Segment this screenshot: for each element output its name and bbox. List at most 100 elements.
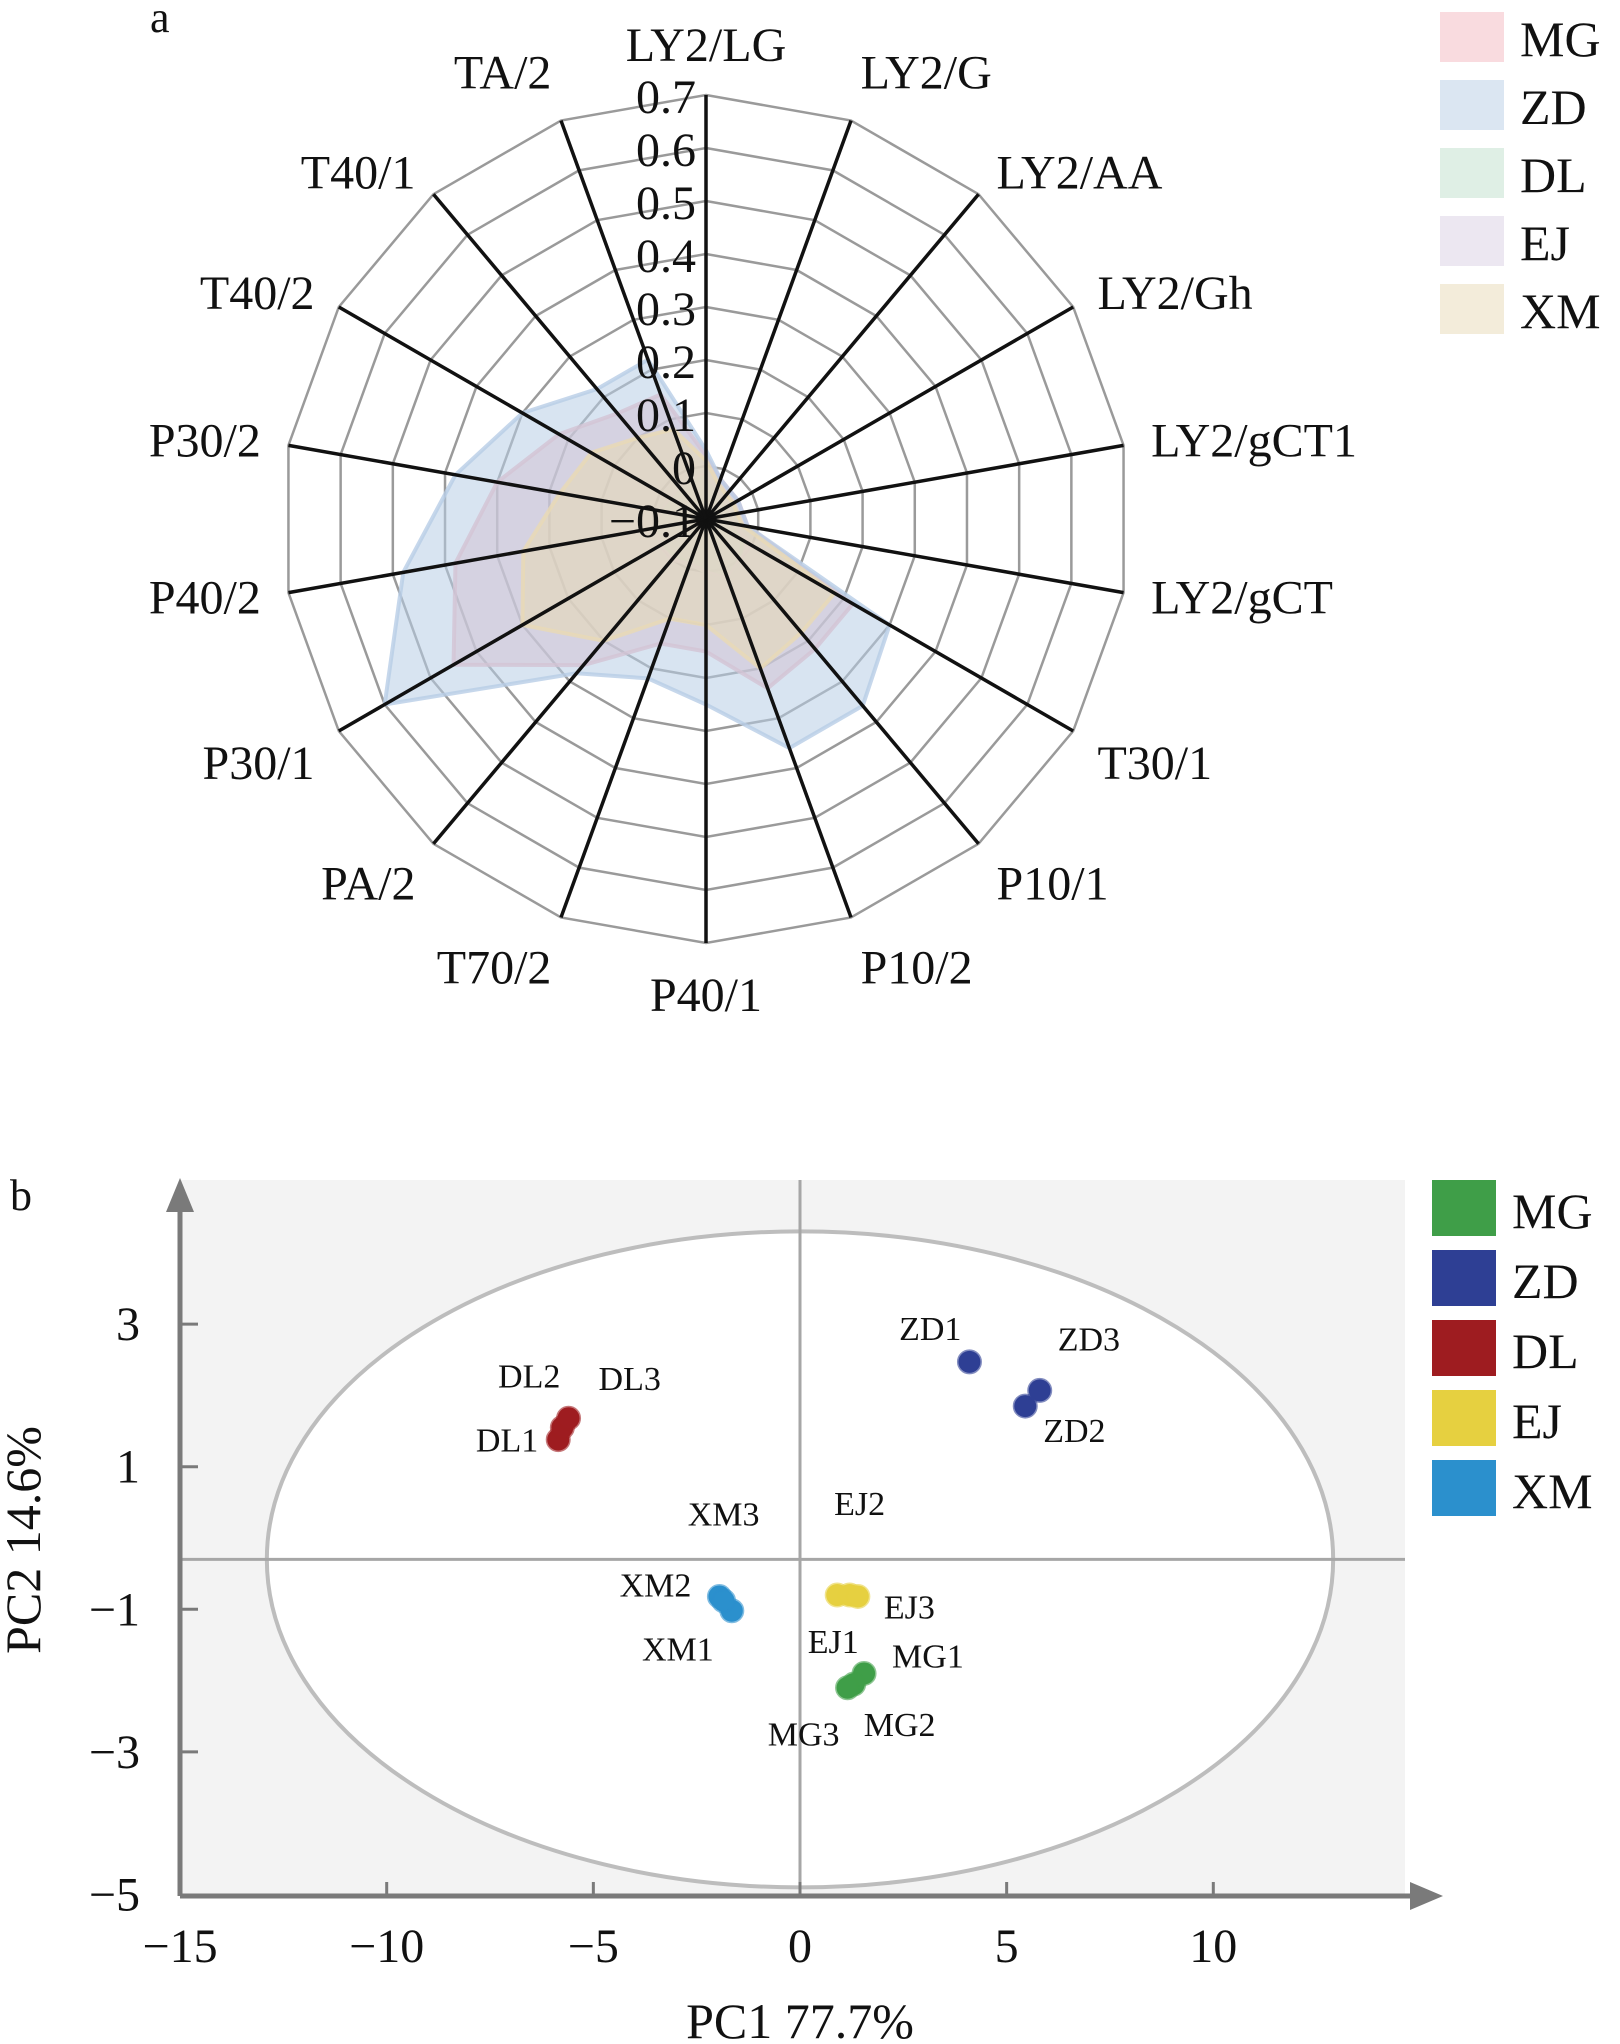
radar-axis-label: P40/2 [149,571,261,624]
radar-tick-label: 0 [672,442,696,495]
radar-axis-label: T70/2 [437,942,552,995]
legend-label-DL: DL [1520,147,1587,203]
radar-axis-label: P10/1 [997,857,1109,910]
legend-label-MG: MG [1512,1183,1593,1239]
panel-label-a: a [150,0,170,42]
data-point-label: DL3 [599,1361,661,1398]
data-point-ZD2 [1012,1393,1038,1419]
legend-swatch-DL [1432,1320,1496,1376]
data-point-EJ3 [845,1583,871,1609]
y-tick-label: −3 [89,1726,140,1779]
radar-axis-label: LY2/Gh [1097,267,1252,320]
radar-axis-label: LY2/G [861,46,992,99]
data-point-label: EJ3 [884,1589,935,1626]
radar-tick-label: 0.1 [636,389,696,442]
legend-label-ZD: ZD [1520,79,1587,135]
data-point-label: MG1 [892,1638,964,1675]
radar-tick-label: 0.2 [636,336,696,389]
legend-label-XM: XM [1520,283,1601,339]
legend-swatch-XM [1440,284,1504,334]
data-point-label: ZD1 [899,1311,961,1348]
radar-tick-label: 0.6 [636,124,696,177]
radar-axis-label: T40/1 [301,147,416,200]
x-axis-arrow-icon [1410,1882,1443,1910]
data-point-label: XM3 [688,1497,760,1534]
panel-label-b: b [10,1171,32,1220]
legend-label-EJ: EJ [1520,215,1570,271]
data-point-ZD3 [1027,1377,1053,1403]
radar-tick-label: 0.3 [636,283,696,336]
x-axis-title: PC1 77.7% [686,1993,914,2044]
y-tick-label: 3 [116,1298,140,1351]
radar-spoke [559,119,708,520]
data-point-label: ZD3 [1058,1321,1120,1358]
x-tick-label: −15 [143,1920,218,1973]
radar-axis-label: P40/1 [650,969,762,1022]
legend-label-ZD: ZD [1512,1253,1579,1309]
y-axis-title: PC2 14.6% [0,1426,51,1654]
legend-swatch-ZD [1440,80,1504,130]
radar-spoke [559,518,708,919]
radar-tick-label: 0.4 [636,230,696,283]
radar-axis-label: LY2/LG [626,19,787,72]
y-tick-label: −1 [89,1583,140,1636]
pca-scatter-chart: b −15 −10 −5 0 5 10 3 1 −1 −3 −5 PC1 77.7% PC2 14.6% M… [0,1171,1593,2044]
radar-axis-label: T30/1 [1097,737,1212,790]
y-axis-arrow-icon [166,1178,194,1212]
data-point-label: EJ2 [834,1486,885,1523]
legend-swatch-EJ [1432,1390,1496,1446]
radar-axis-label: T40/2 [200,267,315,320]
radar-axis-label: P30/2 [149,415,261,468]
x-tick-label: −10 [349,1920,424,1973]
radar-axis-label: P10/2 [861,942,973,995]
data-point-label: ZD2 [1043,1413,1105,1450]
radar-axis-label: LY2/AA [997,147,1163,200]
radar-spoke [704,119,853,520]
radar-spoke [432,517,708,845]
radar-spoke [288,517,707,595]
legend-swatch-EJ [1440,216,1504,266]
data-point-label: MG2 [864,1707,936,1744]
data-point-DL3 [556,1405,582,1431]
legend-swatch-MG [1440,12,1504,62]
radar-tick-label: 0.7 [636,71,696,124]
radar-spoke [432,193,708,521]
radar-axis-label: TA/2 [454,46,551,99]
radar-axis-label: LY2/gCT [1151,571,1333,624]
radar-spoke [705,517,1124,595]
legend-label-MG: MG [1520,11,1601,67]
radar-spoke [337,517,707,733]
data-point-label: MG3 [768,1717,840,1754]
radar-axis-label: LY2/gCT1 [1151,415,1357,468]
y-tick-label: 1 [116,1441,140,1494]
legend-swatch-MG [1432,1180,1496,1236]
radar-spoke [704,518,853,919]
data-point-label: XM1 [642,1632,714,1669]
radar-spoke [704,193,980,521]
legend-label-EJ: EJ [1512,1393,1562,1449]
radar-tick-label: 0.5 [636,177,696,230]
radar-tick-label: −0.1 [609,495,696,548]
radar-spoke [705,305,1075,521]
radar-axis-label: P30/1 [203,737,315,790]
radar-axis-label: PA/2 [321,857,415,910]
x-tick-label: 0 [788,1920,812,1973]
radar-spoke [705,517,1075,733]
y-tick-label: −5 [89,1869,140,1922]
data-point-MG3 [835,1675,861,1701]
data-point-label: DL1 [476,1423,538,1460]
radar-spoke [288,443,707,521]
data-point-label: XM2 [620,1567,692,1604]
data-point-ZD1 [956,1349,982,1375]
radar-spoke [704,517,980,845]
legend-label-DL: DL [1512,1323,1579,1379]
legend-swatch-DL [1440,148,1504,198]
legend-label-XM: XM [1512,1463,1593,1519]
x-tick-label: −5 [568,1920,619,1973]
data-point-XM3 [711,1588,737,1614]
radar-spoke [337,305,707,521]
radar-spoke [705,443,1124,521]
legend-swatch-ZD [1432,1250,1496,1306]
